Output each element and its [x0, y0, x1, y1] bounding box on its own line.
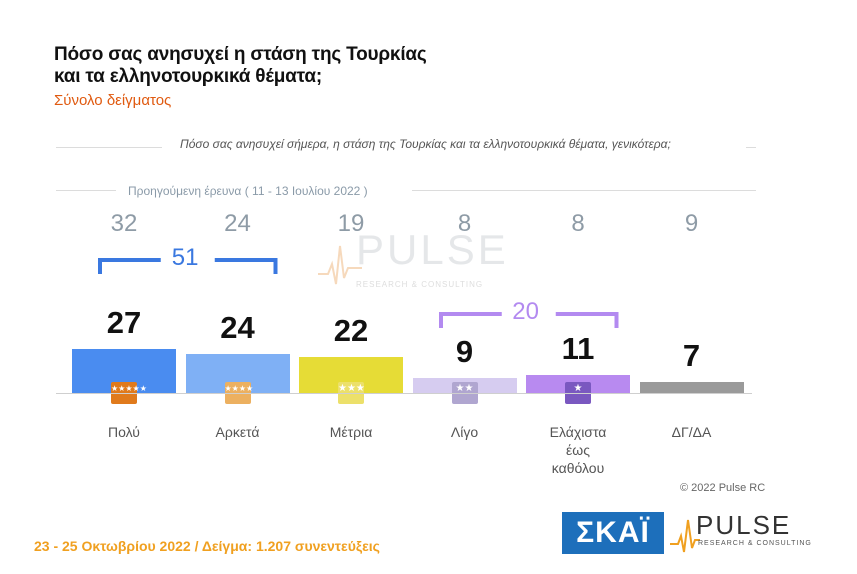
category-label-2: Αρκετά: [186, 423, 290, 441]
divider-left: [56, 147, 162, 148]
chart-baseline: [56, 393, 752, 394]
copyright-notice: © 2022 Pulse RC: [680, 482, 766, 494]
category-label-6-line-1: ΔΓ/ΔΑ: [671, 424, 712, 440]
previous-value-5: 8: [571, 210, 585, 237]
pulse-logo: PULSE: [696, 510, 792, 540]
group-bracket-1-segment-2: [214, 258, 278, 274]
bar-6: [639, 381, 744, 393]
category-label-6: ΔΓ/ΔΑ: [640, 423, 744, 441]
group-bracket-1-segment-1: [98, 258, 161, 274]
pulse-watermark: PULSE: [356, 226, 509, 273]
pulse-wave-icon: [670, 519, 700, 553]
current-value-4: 9: [455, 334, 474, 370]
chart-title-line-1: Πόσο σας ανησυχεί η στάση της Τουρκίας: [54, 44, 427, 65]
current-value-2: 24: [220, 310, 255, 346]
skai-logo: ΣΚΑΪ: [562, 512, 664, 554]
previous-value-1: 32: [110, 210, 138, 237]
group-total-1: 51: [171, 244, 199, 271]
category-label-1: Πολύ: [72, 423, 176, 441]
divider-right: [746, 147, 756, 148]
category-label-4: Λίγο: [413, 423, 517, 441]
category-label-1-line-1: Πολύ: [108, 424, 140, 440]
pulse-watermark-subtitle: RESEARCH & CONSULTING: [356, 280, 484, 289]
group-bracket-2: [438, 312, 618, 328]
group-bracket-2-segment-2: [555, 312, 618, 328]
group-bracket-2-segment-1: [438, 312, 502, 328]
current-value-5: 11: [561, 331, 595, 367]
category-label-4-line-1: Λίγο: [450, 424, 479, 440]
category-label-5: Ελάχιστα έως καθόλου: [526, 423, 630, 477]
chart-subtitle: Σύνολο δείγματος: [54, 92, 172, 109]
divider-prev-left: [56, 190, 116, 191]
category-label-3-line-1: Μέτρια: [329, 424, 373, 440]
previous-value-2: 24: [224, 210, 251, 237]
divider-prev-right: [412, 190, 756, 191]
group-bracket-1: [98, 258, 278, 274]
survey-question: Πόσο σας ανησυχεί σήμερα, η στάση της Το…: [180, 137, 671, 151]
pulse-watermark-wave-icon: [318, 245, 362, 285]
previous-value-6: 9: [684, 210, 699, 237]
current-value-6: 7: [682, 337, 701, 373]
category-label-5-line-1: Ελάχιστα: [549, 424, 607, 440]
previous-value-4: 8: [457, 210, 472, 237]
current-value-3: 22: [333, 313, 369, 349]
chart-title: Πόσο σας ανησυχεί η στάση της Τουρκίας κ…: [54, 44, 427, 88]
current-value-1: 27: [106, 305, 142, 341]
pulse-logo-subtitle: RESEARCH & CONSULTING: [698, 540, 812, 547]
category-label-5-line-2: έως: [566, 442, 590, 458]
category-label-5-line-3: καθόλου: [551, 460, 605, 476]
category-label-3: Μέτρια: [299, 423, 403, 441]
previous-survey-label: Προηγούμενη έρευνα ( 11 - 13 Ιουλίου 202…: [128, 184, 368, 198]
group-total-2: 20: [512, 298, 539, 325]
chart-title-line-2: και τα ελληνοτουρκικά θέματα;: [54, 66, 322, 87]
previous-value-3: 19: [337, 210, 365, 237]
footer-survey-info: 23 - 25 Οκτωβρίου 2022 / Δείγμα: 1.207 σ…: [34, 538, 380, 554]
category-label-2-line-1: Αρκετά: [215, 424, 260, 440]
